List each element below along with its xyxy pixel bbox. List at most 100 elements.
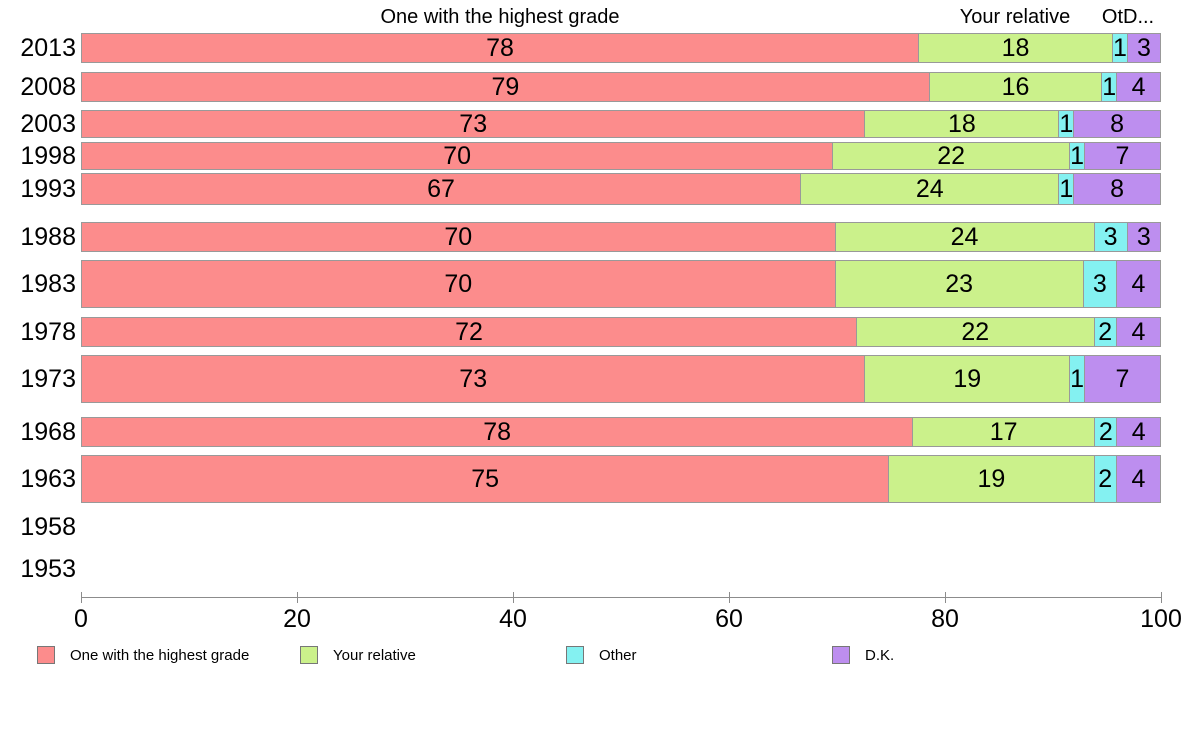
bar-value-label: 72: [455, 317, 483, 346]
bar-value-label: 70: [443, 141, 472, 170]
x-axis-tick-label: 60: [715, 605, 743, 633]
chart-row-1953: 1953: [0, 548, 1188, 590]
x-axis-tick-mark: [81, 592, 82, 603]
bar-value-label: 4: [1131, 269, 1146, 298]
bar-segment: 4: [1116, 260, 1161, 308]
bar-segment: 2: [1093, 317, 1117, 347]
legend-label: Your relative: [333, 646, 416, 664]
y-axis-label: 1978: [20, 318, 76, 346]
x-axis-tick-label: 80: [931, 605, 959, 633]
legend: One with the highest grade Your relative…: [0, 646, 1188, 670]
x-axis-tick-label: 100: [1140, 605, 1182, 633]
bar-value-label: 22: [937, 141, 966, 170]
bar-value-label: 8: [1110, 174, 1125, 203]
bar-segment: 19: [888, 455, 1095, 503]
y-axis-label: 1958: [20, 513, 76, 541]
bar-value-label: 75: [471, 464, 500, 493]
legend-swatch-dk: [832, 646, 850, 664]
bar-segment: 70: [81, 260, 836, 308]
legend-item-other: Other: [566, 646, 637, 664]
bar-segment: 70: [81, 222, 836, 252]
bar-segment: 8: [1073, 173, 1161, 205]
legend-item-highest-grade: One with the highest grade: [37, 646, 249, 664]
chart-row-1993: 1993 67 24 1 8: [0, 173, 1188, 205]
bar-value-label: 3: [1136, 222, 1151, 251]
bar-segment: 1: [1058, 109, 1075, 138]
bar-value-label: 67: [427, 174, 455, 203]
legend-item-dk: D.K.: [832, 646, 894, 664]
legend-label: One with the highest grade: [70, 646, 250, 664]
bar-value-label: 18: [1001, 33, 1030, 62]
bar-track: 72 22 2 4: [81, 317, 1161, 347]
bar-segment: 4: [1116, 417, 1161, 447]
bar-value-label: 19: [977, 464, 1006, 493]
bar-segment: 78: [81, 417, 914, 447]
bar-segment: 2: [1094, 417, 1118, 447]
bar-segment: 72: [81, 317, 857, 347]
bar-value-label: 73: [459, 109, 488, 138]
bar-segment: 73: [81, 355, 866, 403]
bar-segment: 22: [856, 317, 1095, 347]
bar-segment: 17: [912, 417, 1096, 447]
bar-track: 67 24 1 8: [81, 173, 1161, 205]
x-axis-tick-mark: [297, 592, 298, 603]
bar-value-label: 3: [1103, 222, 1118, 251]
bar-segment: 1: [1069, 142, 1085, 170]
bar-value-label: 1: [1070, 364, 1084, 393]
legend-label: Other: [599, 646, 637, 664]
bar-value-label: 1: [1059, 109, 1074, 138]
y-axis-label: 1953: [20, 555, 76, 583]
bar-segment: 22: [832, 141, 1071, 170]
bar-segment: 1: [1058, 173, 1075, 205]
y-axis-label: 1963: [20, 465, 76, 493]
bar-segment: 67: [81, 173, 802, 205]
x-axis-tick-label: 20: [283, 605, 311, 633]
bar-segment: 1: [1111, 33, 1128, 63]
bar-segment: 1: [1101, 72, 1118, 102]
bar-track: 70 24 3 3: [81, 222, 1161, 252]
bar-track: 78 18 1 3: [81, 33, 1161, 63]
bar-segment: 70: [81, 141, 834, 170]
bar-segment: 16: [928, 72, 1103, 102]
bar-segment: 19: [864, 355, 1071, 403]
y-axis-label: 1968: [20, 418, 76, 446]
x-axis-tick-label: 0: [74, 605, 88, 633]
chart-row-1968: 1968 78 17 2 4: [0, 417, 1188, 447]
bar-value-label: 18: [947, 109, 976, 138]
bar-segment: 4: [1116, 72, 1161, 102]
y-axis-label: 1993: [20, 175, 76, 203]
bar-value-label: 78: [483, 417, 511, 446]
bar-value-label: 22: [961, 317, 990, 346]
bar-segment: 8: [1073, 110, 1161, 138]
chart-row-1988: 1988 70 24 3 3: [0, 222, 1188, 252]
bar-track: 70 23 3 4: [81, 260, 1161, 308]
bar-value-label: 23: [945, 269, 974, 298]
bar-value-label: 8: [1110, 109, 1125, 138]
chart-row-2008: 2008 79 16 1 4: [0, 72, 1188, 102]
bar-value-label: 1: [1102, 72, 1117, 101]
x-axis-tick-mark: [945, 592, 946, 603]
x-axis-tick-mark: [513, 592, 514, 603]
x-axis-tick-mark: [1161, 592, 1162, 603]
bar-value-label: 78: [486, 33, 514, 62]
column-header-other-dk-truncated: OtD...: [1101, 6, 1155, 28]
bar-segment: 3: [1126, 33, 1161, 63]
bar-value-label: 7: [1115, 141, 1130, 170]
chart-row-1963: 1963 75 19 2 4: [0, 455, 1188, 503]
bar-segment: 3: [1093, 222, 1128, 252]
bar-value-label: 1: [1112, 33, 1127, 62]
bar-value-label: 4: [1131, 417, 1146, 446]
bar-track: 75 19 2 4: [81, 455, 1161, 503]
legend-swatch-highest-grade: [37, 646, 55, 664]
y-axis-label: 2008: [20, 73, 76, 101]
bar-segment: 24: [834, 222, 1095, 252]
bar-segment: 7: [1083, 355, 1161, 403]
legend-item-your-relative: Your relative: [300, 646, 416, 664]
bar-segment: 75: [81, 455, 890, 503]
bar-track: 73 19 1 7: [81, 355, 1161, 403]
bar-value-label: 1: [1070, 141, 1084, 170]
bar-segment: 18: [918, 33, 1113, 63]
column-header-highest-grade: One with the highest grade: [380, 6, 620, 28]
bar-segment: 2: [1093, 455, 1117, 503]
bar-value-label: 2: [1098, 317, 1113, 346]
